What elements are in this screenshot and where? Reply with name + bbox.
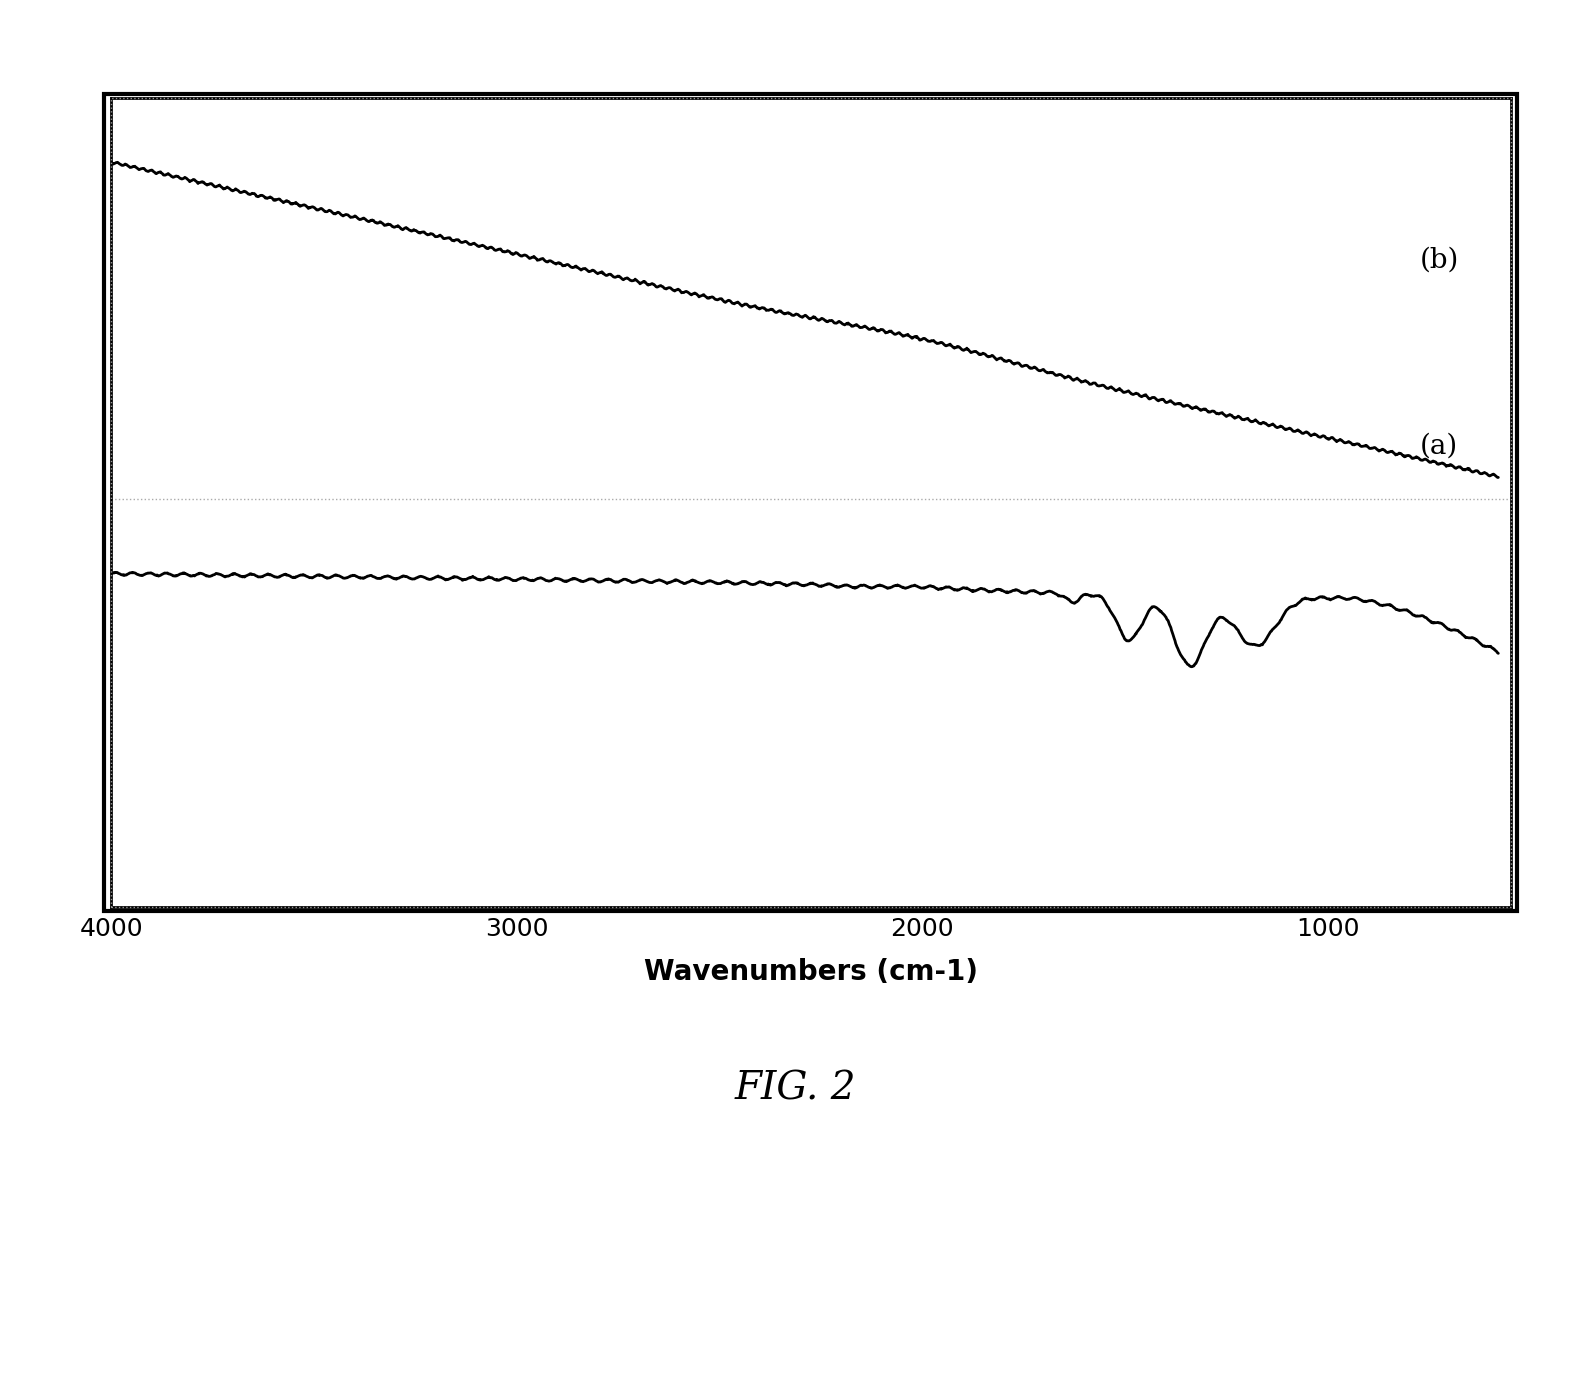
Bar xyxy=(105,94,1517,912)
X-axis label: Wavenumbers (cm-1): Wavenumbers (cm-1) xyxy=(644,958,978,986)
Text: FIG. 2: FIG. 2 xyxy=(735,1071,855,1107)
Text: (a): (a) xyxy=(1420,433,1458,459)
Text: (b): (b) xyxy=(1420,246,1460,274)
Bar xyxy=(111,98,1510,907)
